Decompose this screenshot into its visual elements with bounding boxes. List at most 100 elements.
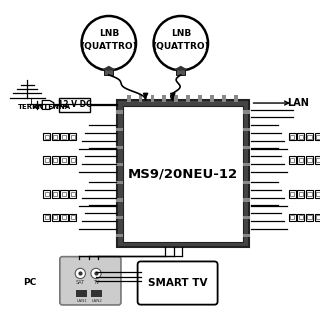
Bar [243, 198, 250, 202]
Bar [92, 290, 102, 297]
Circle shape [82, 16, 136, 70]
Bar [306, 190, 313, 197]
Text: ANTENNA: ANTENNA [33, 104, 71, 110]
Bar [62, 158, 66, 162]
Bar [53, 135, 58, 139]
Circle shape [75, 268, 85, 279]
Bar [299, 215, 303, 219]
Bar [316, 135, 320, 139]
Bar [243, 216, 250, 219]
Bar [116, 146, 123, 149]
Bar [243, 181, 250, 184]
Bar [62, 192, 66, 196]
Bar [315, 133, 320, 140]
Bar [210, 95, 214, 102]
Text: SMART TV: SMART TV [148, 278, 207, 288]
Text: LAN1: LAN1 [76, 299, 87, 303]
Text: LNB
(QUATTRO): LNB (QUATTRO) [152, 29, 209, 51]
Bar [43, 133, 50, 140]
Polygon shape [103, 67, 115, 70]
Bar [299, 158, 303, 162]
Bar [163, 95, 166, 102]
Bar [116, 234, 123, 237]
Text: 12 V DC: 12 V DC [58, 100, 91, 109]
Bar [60, 190, 68, 197]
Bar [290, 158, 294, 162]
Bar [116, 216, 123, 219]
Bar [44, 192, 49, 196]
Circle shape [154, 16, 208, 70]
Bar [289, 190, 296, 197]
Polygon shape [175, 67, 187, 70]
Bar [289, 133, 296, 140]
Bar [186, 95, 190, 102]
Bar [243, 128, 250, 131]
Bar [116, 198, 123, 202]
Bar [69, 214, 76, 221]
Bar [69, 190, 76, 197]
Bar [297, 133, 304, 140]
Text: LAN2: LAN2 [92, 299, 102, 303]
Bar [315, 214, 320, 221]
Bar [60, 214, 68, 221]
Bar [315, 190, 320, 197]
Bar [243, 110, 250, 114]
Bar [53, 215, 58, 219]
Bar [290, 135, 294, 139]
Bar [243, 234, 250, 237]
Bar [53, 158, 58, 162]
Bar [289, 214, 296, 221]
Bar [290, 215, 294, 219]
Bar [62, 135, 66, 139]
Bar [306, 133, 313, 140]
Bar [297, 190, 304, 197]
Bar [307, 215, 312, 219]
Text: PC: PC [24, 278, 37, 287]
FancyBboxPatch shape [59, 98, 90, 112]
Bar [104, 69, 113, 75]
Bar [76, 290, 87, 297]
Bar [297, 214, 304, 221]
Bar [44, 215, 49, 219]
Bar [116, 128, 123, 131]
Bar [70, 192, 75, 196]
Bar [70, 135, 75, 139]
Bar [60, 133, 68, 140]
Bar [307, 192, 312, 196]
Bar [139, 95, 142, 102]
Text: TV: TV [93, 280, 99, 285]
Bar [299, 135, 303, 139]
Bar [52, 190, 59, 197]
Bar [53, 192, 58, 196]
Bar [299, 192, 303, 196]
Text: LNB
(QUATTRO): LNB (QUATTRO) [80, 29, 137, 51]
Bar [43, 190, 50, 197]
Text: SAT: SAT [76, 280, 85, 285]
Text: TERR: TERR [18, 104, 38, 110]
Text: LAN: LAN [287, 98, 308, 108]
FancyBboxPatch shape [60, 257, 121, 305]
Bar [198, 95, 202, 102]
Text: MS9/20NEU-12: MS9/20NEU-12 [128, 167, 238, 180]
Bar [174, 95, 178, 102]
Bar [150, 95, 154, 102]
Bar [52, 214, 59, 221]
Bar [69, 133, 76, 140]
Bar [306, 214, 313, 221]
Bar [116, 181, 123, 184]
Bar [44, 158, 49, 162]
Bar [289, 156, 296, 164]
Bar [307, 135, 312, 139]
Bar [306, 156, 313, 164]
Circle shape [91, 268, 101, 279]
FancyBboxPatch shape [117, 100, 249, 247]
Bar [116, 110, 123, 114]
Bar [290, 192, 294, 196]
Bar [44, 135, 49, 139]
Bar [222, 95, 226, 102]
Bar [315, 156, 320, 164]
Bar [70, 158, 75, 162]
Bar [297, 156, 304, 164]
Bar [176, 69, 185, 75]
Bar [62, 215, 66, 219]
